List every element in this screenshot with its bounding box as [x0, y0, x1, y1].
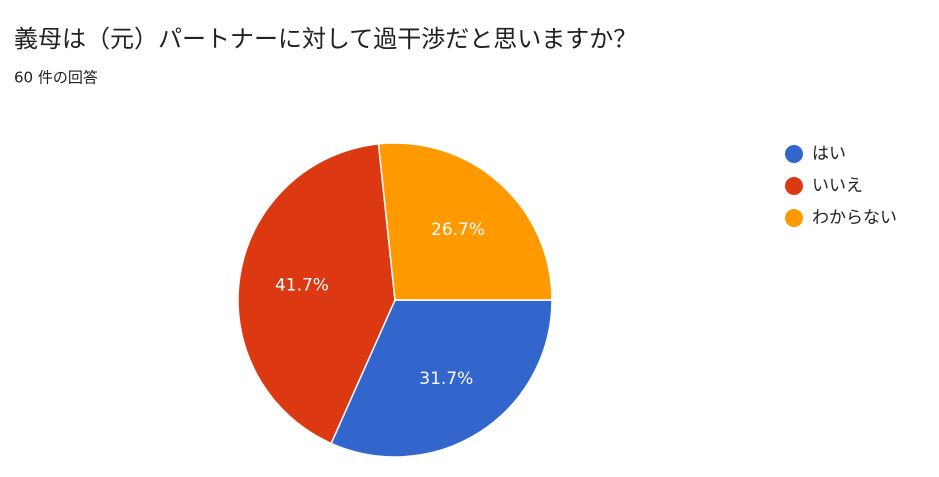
legend-label: いいえ: [812, 176, 863, 196]
legend-swatch: [785, 209, 803, 227]
pie-slice: [330, 299, 553, 458]
legend-swatch: [785, 145, 803, 163]
pie-slice: [237, 143, 396, 445]
pie-slice: [377, 142, 553, 301]
chart-title: 義母は（元）パートナーに対して過干渉だと思いますか？: [14, 25, 637, 53]
chart-subtitle: 60 件の回答: [14, 69, 98, 87]
slice-label: 31.7%: [419, 369, 473, 389]
slice-label: 41.7%: [275, 275, 329, 295]
legend-swatch: [785, 177, 803, 195]
legend-label: わからない: [812, 208, 897, 228]
slice-label: 26.7%: [431, 220, 485, 240]
legend-label: はい: [812, 144, 846, 164]
